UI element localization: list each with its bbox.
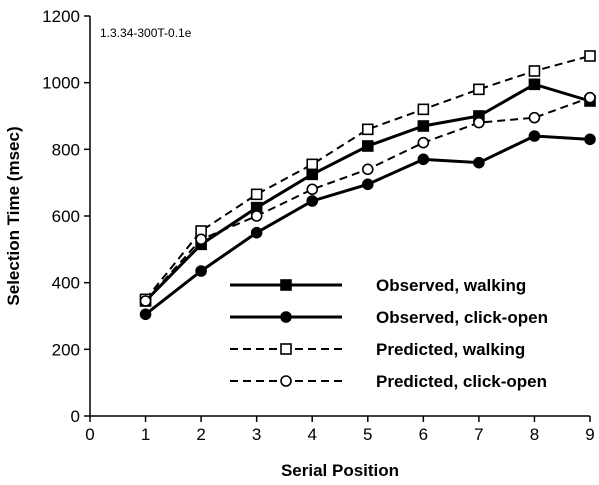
- data-point: [306, 168, 319, 181]
- data-point: [528, 65, 541, 77]
- y-tick-label: 800: [52, 140, 80, 159]
- data-point: [473, 156, 485, 169]
- y-tick-label: 1000: [42, 74, 80, 93]
- legend-marker: [280, 311, 292, 323]
- legend-item: Predicted, walking: [230, 340, 525, 359]
- data-point: [139, 295, 152, 307]
- data-point: [195, 233, 207, 246]
- data-point: [528, 130, 541, 142]
- y-axis-title: Selection Time (msec): [4, 126, 23, 305]
- data-point: [528, 111, 541, 124]
- data-point: [584, 133, 596, 146]
- y-tick-label: 400: [52, 274, 80, 293]
- y-tick-label: 0: [71, 407, 80, 426]
- data-point: [195, 265, 207, 277]
- data-point: [250, 226, 263, 239]
- legend: Observed, walking Observed, click-open Pre…: [230, 276, 548, 391]
- x-tick-label: 2: [196, 425, 205, 444]
- data-point: [306, 183, 319, 196]
- legend-marker: [280, 279, 292, 291]
- ticks: 0 1 2 3 4 5 6 7 8 9 0 200 400 600 800 1000 1200: [42, 7, 595, 444]
- data-point: [584, 50, 596, 62]
- data-point: [306, 158, 319, 171]
- legend-label: Observed, walking: [376, 276, 526, 295]
- series-observed-click-open: [139, 130, 596, 321]
- series-observed-walking: [139, 78, 596, 307]
- x-tick-label: 0: [85, 425, 94, 444]
- legend-label: Predicted, click-open: [376, 372, 547, 391]
- data-point: [417, 136, 430, 149]
- legend-item: Observed, click-open: [230, 308, 548, 327]
- data-point: [528, 78, 541, 91]
- x-tick-label: 1: [141, 425, 150, 444]
- legend-label: Predicted, walking: [376, 340, 525, 359]
- x-tick-label: 4: [307, 425, 316, 444]
- data-point: [361, 163, 374, 176]
- data-point: [417, 103, 430, 116]
- data-point: [584, 91, 596, 104]
- series-line: [144, 82, 591, 303]
- x-tick-label: 3: [252, 425, 261, 444]
- series-predicted-click-open: [139, 91, 596, 307]
- legend-marker: [280, 375, 292, 387]
- data-point: [473, 116, 485, 129]
- series-group: [139, 50, 596, 321]
- data-point: [306, 195, 319, 207]
- legend-label: Observed, click-open: [376, 308, 548, 327]
- x-tick-label: 7: [474, 425, 483, 444]
- x-tick-label: 8: [530, 425, 539, 444]
- series-line: [144, 55, 591, 300]
- legend-item: Predicted, click-open: [230, 372, 547, 391]
- data-point: [417, 153, 430, 166]
- y-tick-label: 600: [52, 207, 80, 226]
- data-point: [250, 210, 263, 222]
- y-tick-label: 1200: [42, 7, 80, 26]
- legend-item: Observed, walking: [230, 276, 526, 295]
- data-point: [250, 188, 263, 201]
- data-point: [139, 308, 152, 321]
- data-point: [361, 123, 374, 136]
- data-point: [361, 178, 374, 191]
- data-point: [473, 83, 485, 96]
- x-tick-label: 9: [585, 425, 594, 444]
- x-tick-label: 6: [419, 425, 428, 444]
- y-tick-label: 200: [52, 340, 80, 359]
- x-axis-title: Serial Position: [281, 461, 399, 480]
- legend-marker: [280, 343, 292, 355]
- data-point: [417, 120, 430, 132]
- x-tick-label: 5: [363, 425, 372, 444]
- data-point: [361, 140, 374, 152]
- annotation-label: 1.3.34-300T-0.1e: [100, 26, 192, 40]
